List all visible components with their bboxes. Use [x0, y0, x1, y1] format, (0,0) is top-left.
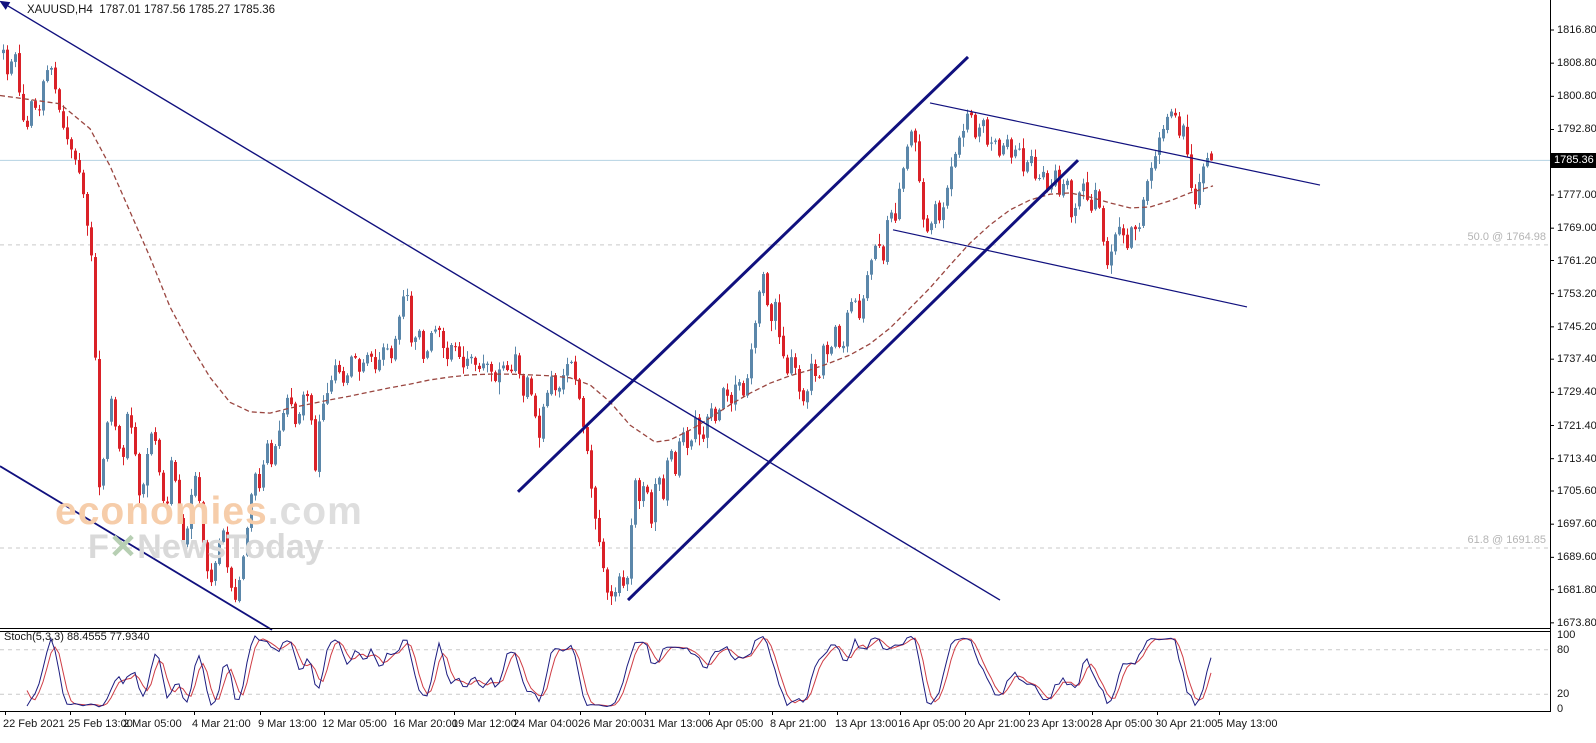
time-tick-label: 12 Mar 05:00 — [322, 718, 387, 730]
time-tick-label: 16 Mar 20:00 — [393, 718, 458, 730]
stoch-scale-label: 20 — [1557, 688, 1570, 701]
stoch-scale-label: 80 — [1557, 643, 1570, 656]
trendlines-layer[interactable] — [0, 0, 1321, 631]
fibonacci-lines[interactable] — [0, 244, 1550, 549]
time-tick-label: 23 Apr 13:00 — [1027, 718, 1090, 730]
time-tick-label: 25 Feb 13:00 — [68, 718, 133, 730]
price-tick-label: 1808.80 — [1557, 57, 1596, 70]
watermark-brand-gray: .com — [267, 490, 363, 533]
price-tick-label: 1721.40 — [1557, 419, 1596, 432]
stoch-scale-label: 0 — [1557, 703, 1564, 715]
fib-level-618-label[interactable]: 61.8 @ 1691.85 — [1467, 534, 1546, 547]
time-tick-label: 2 Mar 05:00 — [123, 718, 182, 730]
time-tick-label: 6 Apr 05:00 — [707, 718, 764, 730]
ascending-channel-upper[interactable] — [516, 55, 970, 493]
watermark-brand: economies.com — [55, 490, 363, 534]
time-tick-label: 31 Mar 13:00 — [643, 718, 708, 730]
candles-layer — [2, 44, 1213, 606]
watermark-newstoday: NewsToday — [137, 528, 324, 566]
trendline-arrow-head — [0, 0, 11, 10]
price-tick-label: 1753.20 — [1557, 287, 1596, 300]
ascending-channel-lower[interactable] — [626, 159, 1080, 602]
time-tick-label: 30 Apr 21:00 — [1155, 718, 1218, 730]
price-tick-label: 1737.40 — [1557, 353, 1596, 366]
watermark-brand-orange: economies — [55, 490, 268, 533]
symbol-ohlc-title: XAUUSD,H4 1787.01 1787.56 1785.27 1785.3… — [27, 4, 276, 16]
price-tick-label: 1705.60 — [1557, 485, 1596, 497]
stochastic-level-lines — [0, 649, 1550, 695]
time-tick-label: 16 Apr 05:00 — [898, 718, 961, 730]
falling-wedge-lower[interactable] — [892, 229, 1248, 308]
time-tick-label: 24 Mar 04:00 — [513, 718, 578, 730]
time-tick-label: 5 May 13:00 — [1217, 718, 1278, 730]
time-tick-label: 20 Apr 21:00 — [963, 718, 1026, 730]
axis-frame — [0, 0, 1554, 715]
time-tick-label: 26 Mar 20:00 — [578, 718, 643, 730]
price-tick-label: 1761.20 — [1557, 254, 1596, 267]
price-tick-label: 1777.00 — [1557, 189, 1596, 201]
price-tick-label: 1800.80 — [1557, 90, 1596, 103]
time-tick-label: 22 Feb 2021 — [3, 718, 65, 730]
time-tick-label: 28 Apr 05:00 — [1090, 718, 1153, 730]
time-tick-label: 4 Mar 21:00 — [192, 718, 251, 730]
moving-average-line[interactable] — [0, 94, 1214, 443]
price-tick-label: 1769.00 — [1557, 222, 1596, 235]
stochastic-main-line — [26, 635, 1212, 708]
price-tick-label: 1689.60 — [1557, 551, 1596, 564]
price-tick-label: 1697.60 — [1557, 518, 1596, 531]
current-price-tag: 1785.36 — [1550, 152, 1596, 168]
stochastic-indicator-label: Stoch(5,3,3) 88.4555 77.9340 — [4, 631, 150, 643]
time-tick-label: 9 Mar 13:00 — [258, 718, 317, 730]
watermark-x-glyph: ✕ — [108, 528, 138, 566]
stoch-scale-label: 100 — [1557, 629, 1576, 641]
price-tick-label: 1792.80 — [1557, 123, 1596, 136]
price-tick-label: 1673.80 — [1557, 616, 1596, 629]
price-tick-label: 1681.80 — [1557, 583, 1596, 596]
descending-ray[interactable] — [7, 5, 1001, 601]
watermark-subbrand: F✕NewsToday — [88, 527, 324, 567]
price-tick-label: 1816.80 — [1557, 24, 1596, 36]
falling-wedge-upper[interactable] — [929, 102, 1321, 186]
descending-channel-lower[interactable] — [0, 465, 273, 631]
watermark-f: F — [88, 528, 109, 566]
price-tick-label: 1713.40 — [1557, 452, 1596, 465]
price-tick-label: 1745.20 — [1557, 320, 1596, 333]
time-tick-label: 13 Apr 13:00 — [835, 718, 898, 730]
time-tick-label: 8 Apr 21:00 — [770, 718, 827, 730]
fib-level-50-label[interactable]: 50.0 @ 1764.98 — [1467, 230, 1546, 243]
time-tick-label: 19 Mar 12:00 — [452, 718, 517, 730]
price-tick-label: 1729.40 — [1557, 386, 1596, 399]
stochastic-signal-line — [26, 637, 1212, 707]
